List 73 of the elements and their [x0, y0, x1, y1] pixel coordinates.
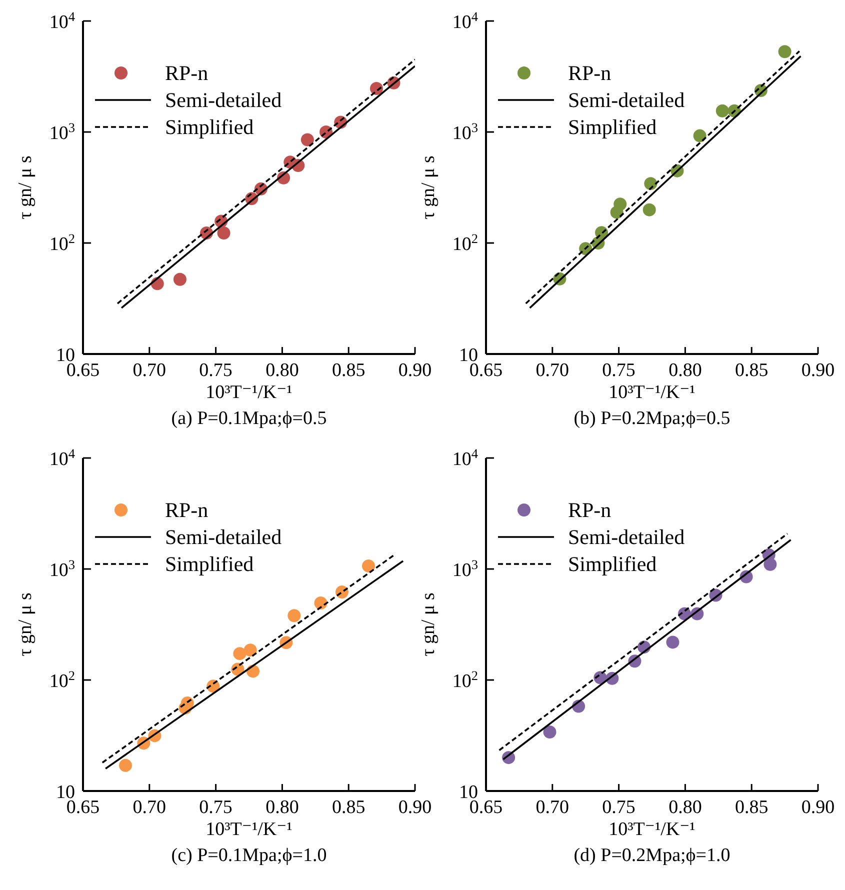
point	[614, 198, 627, 211]
y-tick-label: 10$^{2}$	[49, 668, 75, 692]
point	[543, 726, 556, 739]
point	[716, 104, 729, 118]
x-tick-label: 0.85	[734, 797, 768, 818]
legend-label: RP-n	[568, 61, 612, 85]
y-tick-label: 10$^{3}$	[49, 556, 76, 581]
x-tick-label: 0.90	[801, 797, 835, 818]
y-tick-label: 10$^{2}$	[49, 230, 75, 255]
y-axis-title: τ gn/ μ s	[15, 156, 36, 220]
x-tick-label: 0.90	[398, 360, 432, 381]
x-axis-title: 10³T⁻¹/K⁻¹	[206, 819, 293, 840]
point	[173, 272, 186, 286]
x-tick-label: 0.75	[602, 360, 636, 381]
point	[666, 636, 680, 649]
legend-label: RP-n	[165, 498, 209, 522]
legend-label: RP-n	[568, 498, 612, 522]
y-tick-label: 10$^{3}$	[452, 120, 478, 144]
point	[644, 177, 658, 190]
x-axis-title: 10³T⁻¹/K⁻¹	[608, 382, 696, 403]
legend-label: Simplified	[568, 115, 658, 139]
point	[118, 758, 132, 772]
legend-label: Simplified	[568, 552, 658, 576]
text: (a) P=0.1Mpa;ϕ=0.5	[171, 408, 327, 429]
legend-label: Semi-detailed	[165, 525, 282, 549]
point	[778, 45, 792, 58]
x-tick-label: 0.75	[199, 797, 232, 818]
point	[362, 559, 376, 572]
point	[764, 558, 777, 571]
y-tick-label: 10$^{3}$	[452, 556, 478, 581]
x-tick-label: 0.70	[132, 360, 166, 381]
y-tick-label: 10$^{4}$	[452, 8, 478, 33]
legend-label: RP-n	[165, 61, 209, 85]
legend-label: Simplified	[165, 552, 254, 576]
x-tick-label: 0.85	[332, 360, 366, 381]
point	[693, 129, 706, 142]
x-tick-label: 0.70	[536, 360, 570, 381]
point	[244, 644, 257, 657]
legend-label: Semi-detailed	[568, 525, 686, 549]
x-tick-label: 0.80	[266, 797, 299, 818]
point	[233, 647, 246, 660]
x-tick-label: 0.75	[602, 797, 636, 818]
x-tick-label: 0.90	[398, 797, 432, 818]
x-tick-label: 0.70	[132, 797, 166, 818]
x-axis-title: 10³T⁻¹/K⁻¹	[206, 382, 293, 403]
y-axis-title: τ gn/ μ s	[418, 592, 439, 656]
x-tick-label: 0.80	[668, 360, 702, 381]
point	[217, 226, 230, 240]
y-tick-label: 10$^{3}$	[49, 120, 76, 144]
text: (b) P=0.2Mpa;ϕ=0.5	[574, 408, 730, 429]
y-tick-label: 10$^{4}$	[452, 446, 478, 470]
y-tick-label: 10$^{2}$	[452, 668, 478, 692]
legend-label: Semi-detailed	[568, 88, 686, 112]
point	[300, 133, 314, 146]
y-axis-title: τ gn/ μ s	[418, 156, 439, 220]
x-tick-label: 0.75	[199, 360, 232, 381]
legend-label: Semi-detailed	[165, 88, 282, 112]
x-tick-label: 0.70	[536, 797, 570, 818]
point	[288, 609, 301, 622]
legend-label: Simplified	[165, 115, 254, 139]
x-tick-label: 0.80	[266, 360, 299, 381]
x-tick-label: 0.85	[734, 360, 768, 381]
text: (c) P=0.1Mpa;ϕ=1.0	[171, 845, 327, 866]
x-tick-label: 0.80	[668, 797, 702, 818]
text: (d) P=0.2Mpa;ϕ=1.0	[574, 845, 730, 866]
y-tick-label: 10$^{2}$	[452, 230, 478, 255]
x-tick-label: 0.90	[801, 360, 835, 381]
y-tick-label: 10$^{4}$	[49, 446, 76, 470]
y-axis-title: τ gn/ μ s	[15, 592, 36, 656]
x-axis-title: 10³T⁻¹/K⁻¹	[608, 819, 696, 840]
x-tick-label: 0.85	[332, 797, 366, 818]
point	[642, 203, 656, 216]
y-tick-label: 10$^{4}$	[49, 8, 76, 33]
